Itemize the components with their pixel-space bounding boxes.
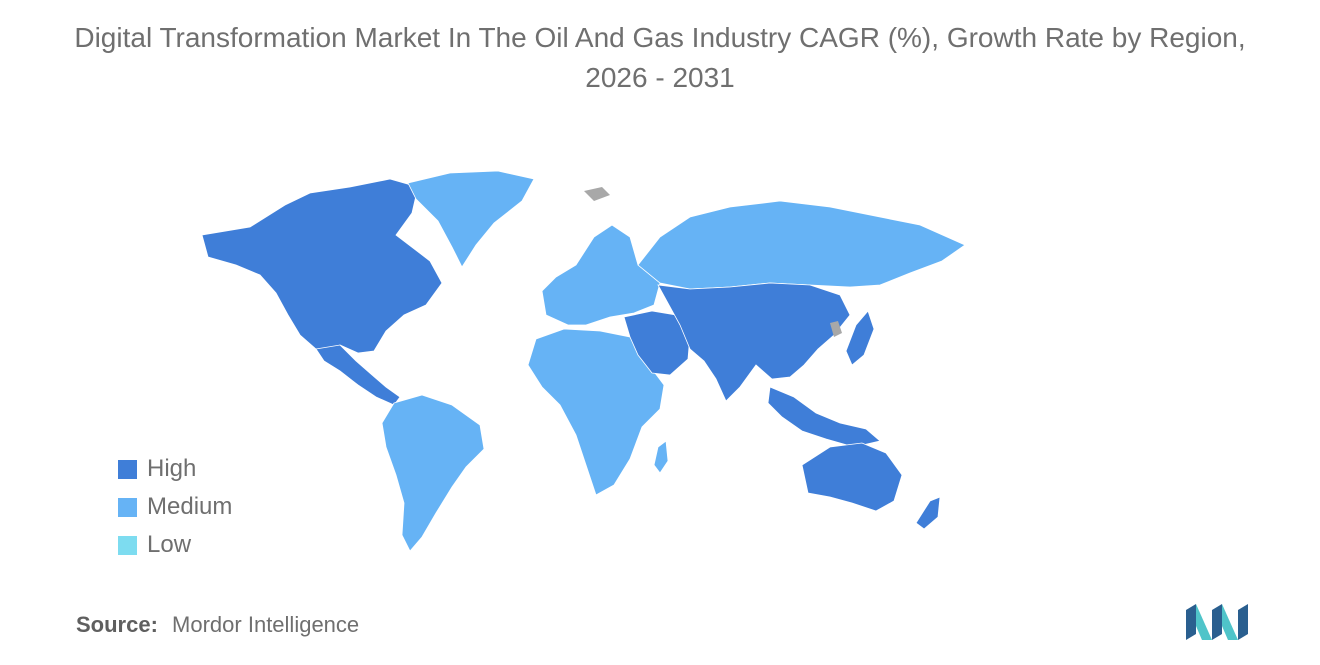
region-australia [801,442,903,512]
logo-left-light [1196,604,1212,640]
legend-item-medium: Medium [118,488,232,526]
region-central-america [315,344,401,406]
logo-mid-dark [1212,604,1222,640]
logo-mid-light [1222,604,1238,640]
legend-swatch-low [118,535,137,555]
region-north-america [201,178,443,358]
region-greenland [407,170,535,268]
legend-swatch-medium [118,497,137,517]
region-africa [527,328,665,496]
source-value: Mordor Intelligence [172,612,360,637]
legend-label-medium: Medium [147,493,233,520]
region-japan [845,310,875,366]
source-note: Source: Mordor Intelligence [76,612,359,638]
logo-mark-icon [1186,604,1248,640]
world-map-svg [201,170,966,552]
no-data-svalbard [584,187,610,201]
region-south-america [381,394,485,552]
region-russia [637,200,966,290]
region-europe [541,224,661,326]
region-southeast-asia [767,386,881,448]
legend-item-high: High [118,450,232,488]
legend-swatch-high [118,459,137,479]
region-middle-east [623,310,691,376]
region-asia [657,282,851,402]
source-label: Source: [76,612,158,637]
logo-left-dark [1186,604,1196,640]
legend-label-high: High [147,455,197,482]
logo-right-dark [1238,604,1248,640]
region-new-zealand [915,496,941,530]
legend-item-low: Low [118,526,232,564]
no-data-korea [830,321,842,337]
mordor-intelligence-logo [1186,604,1250,645]
chart-title: Digital Transformation Market In The Oil… [74,22,1246,93]
legend-label-low: Low [147,531,192,558]
region-madagascar [653,440,669,474]
world-map [190,165,990,555]
legend: High Medium Low [118,450,232,564]
